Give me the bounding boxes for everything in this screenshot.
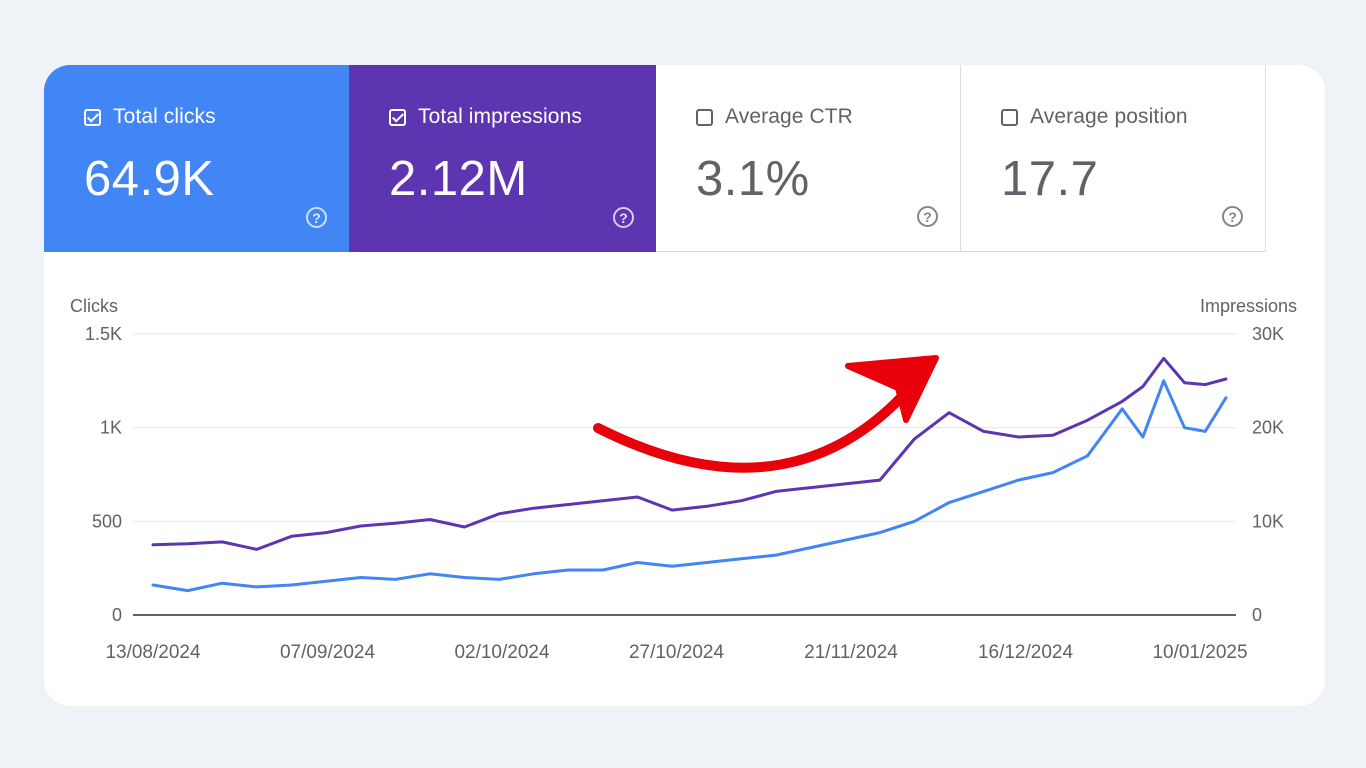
chart-series [151, 356, 1228, 593]
metric-value: 64.9K [84, 152, 215, 206]
left-tick-label: 0 [112, 605, 122, 625]
checkbox-unchecked-icon[interactable] [696, 108, 713, 126]
checkbox-checked-icon[interactable] [84, 108, 101, 126]
x-tick-label: 16/12/2024 [978, 642, 1074, 663]
help-icon[interactable]: ? [306, 207, 327, 228]
metric-label: Total clicks [113, 105, 216, 128]
series-line-impressions [151, 356, 1228, 551]
help-icon[interactable]: ? [917, 206, 938, 227]
series-line-clicks [151, 379, 1228, 593]
metric-tile-average-position[interactable]: Average position 17.7 ? [961, 65, 1266, 252]
metric-header: Total impressions [389, 105, 656, 129]
metric-value: 3.1% [696, 152, 810, 206]
checkbox-checked-icon[interactable] [389, 108, 406, 126]
x-tick-label: 13/08/2024 [105, 642, 201, 663]
annotation-arrow-head [845, 355, 939, 423]
x-tick-label: 07/09/2024 [280, 642, 376, 663]
left-tick-label: 500 [92, 511, 122, 531]
metric-header: Average position [1001, 105, 1265, 129]
x-tick-label: 02/10/2024 [454, 642, 550, 663]
metric-header: Total clicks [84, 105, 349, 129]
chart-axes: 1.5K 30K 1K 20K 500 10K 0 0 Clicks Impressions 13/… [70, 296, 1297, 663]
metric-value: 2.12M [389, 152, 528, 206]
right-axis-label: Impressions [1200, 296, 1297, 316]
right-tick-label: 30K [1252, 324, 1284, 344]
metric-tile-total-clicks[interactable]: Total clicks 64.9K ? [44, 65, 349, 252]
metric-label: Total impressions [418, 105, 582, 128]
x-tick-label: 10/01/2025 [1152, 642, 1247, 663]
right-tick-label: 0 [1252, 605, 1262, 625]
help-icon[interactable]: ? [1222, 206, 1243, 227]
metric-label: Average CTR [725, 105, 853, 128]
left-tick-label: 1.5K [85, 324, 122, 344]
checkbox-unchecked-icon[interactable] [1001, 108, 1018, 126]
right-tick-label: 20K [1252, 418, 1284, 438]
left-tick-label: 1K [100, 418, 122, 438]
metric-tile-total-impressions[interactable]: Total impressions 2.12M ? [349, 65, 656, 252]
metric-tile-average-ctr[interactable]: Average CTR 3.1% ? [656, 65, 961, 252]
performance-card: Total clicks 64.9K ? Total impressions 2… [44, 65, 1325, 706]
metric-label: Average position [1030, 105, 1188, 128]
x-tick-label: 21/11/2024 [804, 642, 898, 663]
right-tick-label: 10K [1252, 511, 1284, 531]
x-tick-label: 27/10/2024 [629, 642, 725, 663]
annotation-arrow-shaft [593, 365, 930, 473]
help-icon[interactable]: ? [613, 207, 634, 228]
metric-value: 17.7 [1001, 152, 1099, 206]
chart-grid [133, 333, 1236, 616]
metric-tiles: Total clicks 64.9K ? Total impressions 2… [44, 65, 1266, 252]
left-axis-label: Clicks [70, 296, 118, 316]
metric-header: Average CTR [696, 105, 960, 129]
